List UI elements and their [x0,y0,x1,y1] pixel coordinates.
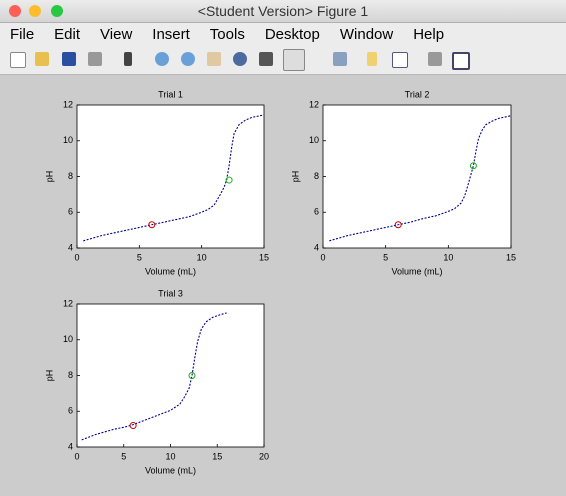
pointer-icon[interactable] [124,52,132,66]
y-tick-label: 8 [68,370,73,380]
figure-area: Trial 1 Volume (mL) pH 0 5 10 15 4 6 8 10 12 Trial 2… [44,89,516,475]
axes [76,303,265,448]
marker [469,162,477,170]
y-tick-label: 12 [309,99,319,109]
x-tick-label: 10 [165,451,175,461]
x-tick-label: 10 [443,252,453,262]
y-tick-label: 4 [68,441,73,451]
x-tick-label: 15 [259,252,269,262]
x-tick-label: 0 [74,451,79,461]
data-cursor-icon[interactable] [259,52,273,66]
x-tick-label: 0 [74,252,79,262]
y-tick-label: 10 [63,334,73,344]
menu-item[interactable]: File [10,25,35,43]
y-tick-label: 6 [68,406,73,416]
x-tick-label: 20 [259,451,269,461]
marker [129,422,137,430]
marker [148,221,156,229]
y-tick-label: 12 [63,298,73,308]
save-icon[interactable] [62,52,76,66]
y-axis-label: pH [44,171,54,183]
y-tick-label: 4 [68,242,73,252]
window-title: <Student Version> Figure 1 [197,3,369,19]
axes [322,104,512,249]
data-line [83,114,265,242]
x-tick-label: 15 [212,451,222,461]
x-axis-label: Volume (mL) [145,266,196,276]
x-axis-label: Volume (mL) [391,266,442,276]
y-tick-label: 6 [68,207,73,217]
y-axis-label: pH [44,370,54,382]
x-tick-label: 10 [197,252,207,262]
zoom-button[interactable] [51,5,63,17]
y-axis-label: pH [290,171,300,183]
x-tick-label: 5 [121,451,126,461]
new-icon[interactable] [10,52,26,68]
menu-item[interactable]: Window [339,25,394,43]
y-tick-label: 8 [314,171,319,181]
print-icon[interactable] [88,52,102,66]
axes [76,104,265,249]
y-tick-label: 6 [314,207,319,217]
link-icon[interactable] [333,52,347,66]
menu-item[interactable]: Desktop [264,25,320,43]
y-tick-label: 8 [68,171,73,181]
menu-bar: File Edit View Insert Tools Desktop Wind… [0,23,566,45]
y-tick-label: 10 [309,135,319,145]
legend-icon[interactable] [392,52,408,68]
menu-item[interactable]: Tools [209,25,245,43]
title-bar: <Student Version> Figure 1 [0,0,566,23]
marker [394,221,402,229]
axes-title: Trial 3 [158,288,183,298]
menu-item[interactable]: Edit [54,25,81,43]
x-axis-label: Volume (mL) [145,465,196,475]
axes-title: Trial 1 [158,89,183,99]
x-tick-label: 5 [137,252,142,262]
toolbar [0,45,566,75]
menu-item[interactable]: Help [413,25,445,43]
pan-icon[interactable] [207,52,221,66]
zoom-in-icon[interactable] [155,52,169,66]
rotate-icon[interactable] [233,52,247,66]
brush-icon[interactable] [283,49,305,71]
data-line [81,312,227,441]
x-tick-label: 15 [506,252,516,262]
dock-icon[interactable] [452,52,470,70]
close-button[interactable] [9,5,21,17]
menu-item[interactable]: Insert [152,25,190,43]
hide-tools-icon[interactable] [428,52,442,66]
x-tick-label: 5 [383,252,388,262]
menu-item[interactable]: View [100,25,133,43]
y-tick-label: 12 [63,99,73,109]
minimize-button[interactable] [29,5,41,17]
axes-title: Trial 2 [405,89,430,99]
colorbar-icon[interactable] [367,52,377,66]
data-line [329,115,512,242]
y-tick-label: 4 [314,242,319,252]
marker [188,372,196,379]
zoom-out-icon[interactable] [181,52,195,66]
open-icon[interactable] [35,52,49,66]
y-tick-label: 10 [63,135,73,145]
marker [225,176,233,184]
x-tick-label: 0 [320,252,325,262]
